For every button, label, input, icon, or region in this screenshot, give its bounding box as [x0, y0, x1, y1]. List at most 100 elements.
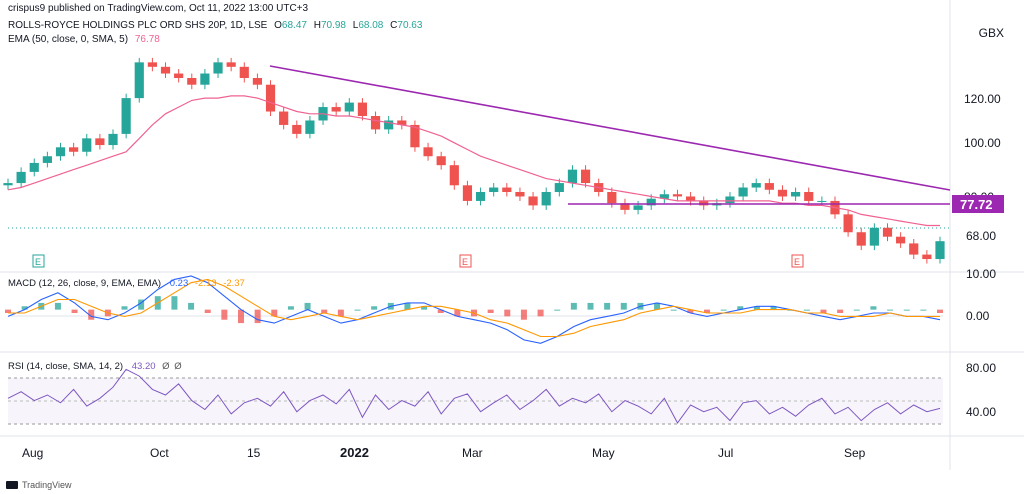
candle [489, 187, 499, 192]
candle [462, 185, 473, 201]
macd-hist-bar [570, 302, 577, 310]
macd-hist-bar [171, 296, 178, 310]
candle [856, 232, 866, 246]
macd-y-tick: 0.00 [966, 309, 990, 323]
rsi-title: RSI (14, close, SMA, 14, 2) 43.20 Ø Ø [8, 361, 182, 372]
svg-text:E: E [462, 257, 468, 267]
candle [804, 192, 814, 201]
pane-separators [0, 0, 1024, 470]
candle [738, 187, 748, 197]
candle [200, 73, 210, 85]
macd-hist-bar [604, 302, 611, 310]
macd-hist-bar [870, 306, 877, 310]
candle [344, 102, 354, 112]
ema-legend: EMA (50, close, 0, SMA, 5) 76.78 [8, 34, 160, 46]
macd-hist-bar [5, 309, 11, 313]
macd-hist-bar [271, 309, 278, 317]
macd-hist-bar [587, 302, 594, 310]
macd-hist-bar [121, 306, 128, 310]
earnings-marker[interactable]: E [459, 254, 472, 268]
candle [174, 73, 184, 78]
candle [55, 147, 66, 157]
y-tick: 100.00 [964, 136, 1001, 150]
candle [160, 66, 171, 74]
candle [777, 189, 788, 197]
candle [42, 156, 52, 163]
candle [265, 84, 276, 112]
macd-hist-bar [687, 309, 694, 313]
macd-hist-bar [554, 309, 561, 311]
candle [896, 236, 906, 244]
macd-hist-bar [803, 309, 810, 311]
tradingview-logo-icon [6, 481, 18, 489]
macd-hist-bar [504, 309, 511, 317]
axis-unit: GBX [978, 26, 1004, 40]
macd-hist-bar [820, 309, 827, 313]
macd-hist-bar [487, 309, 494, 313]
signal-line [8, 278, 940, 338]
y-tick: 120.00 [964, 92, 1001, 106]
earnings-marker[interactable]: E [791, 254, 804, 268]
macd-hist-bar [354, 309, 361, 311]
macd-hist-bar [287, 306, 294, 310]
candle [502, 187, 512, 192]
macd-hist-bar [654, 302, 661, 310]
candle [187, 78, 197, 85]
macd-line [7, 275, 941, 344]
candle [922, 254, 932, 260]
ema-label: EMA (50, close, 0, SMA, 5) [8, 34, 129, 45]
candle [646, 198, 656, 206]
macd-hist-bar [937, 309, 943, 313]
candle [449, 165, 459, 186]
macd-hist-bar [620, 302, 627, 310]
price-label-box [952, 195, 1004, 213]
macd-title: MACD (12, 26, close, 9, EMA, EMA) 0.23 -… [8, 278, 245, 289]
high-label: H [313, 20, 321, 31]
candle [817, 200, 827, 202]
candle [213, 62, 223, 74]
macd-hist-bar [704, 309, 710, 313]
macd-hist-bar [737, 306, 744, 310]
candle [397, 120, 407, 125]
macd-hist-bar [221, 309, 228, 320]
candle [121, 98, 131, 134]
macd-hist-bar [321, 309, 328, 313]
rsi-y-tick: 40.00 [966, 405, 996, 419]
ema-value: 76.78 [134, 34, 160, 45]
macd-hist-bar [71, 309, 78, 313]
candle [95, 138, 105, 146]
candle [843, 214, 853, 233]
candle [567, 169, 578, 184]
x-tick: Mar [462, 446, 483, 460]
macd-hist-bar [337, 309, 344, 317]
macd-hist-bar [138, 299, 145, 310]
candle [725, 196, 735, 204]
macd-hist-bar [920, 309, 927, 311]
candle [370, 116, 381, 130]
macd-hist-bar [537, 309, 544, 317]
candle [764, 183, 774, 190]
x-tick: 2022 [340, 445, 369, 460]
macd-hist-bar [421, 306, 428, 310]
candle [620, 203, 630, 210]
candle [410, 124, 420, 148]
candle [869, 227, 879, 246]
macd-hist-bar [88, 309, 95, 320]
candle [305, 120, 315, 134]
macd-hist-bar [54, 302, 61, 310]
candle [580, 169, 591, 184]
symbol-title: ROLLS-ROYCE HOLDINGS PLC ORD SHS 20P, 1D… [8, 20, 268, 31]
macd-hist-bar [254, 309, 261, 324]
candle [751, 183, 761, 188]
rsi-y-tick: 80.00 [966, 361, 996, 375]
candle [436, 156, 446, 166]
open-label: O [274, 20, 282, 31]
macd-hist-bar [837, 309, 844, 313]
macd-hist-bar [204, 309, 211, 313]
macd-hist-bar [520, 309, 527, 320]
candle [108, 133, 118, 146]
candle [331, 107, 341, 112]
earnings-marker[interactable]: E [32, 254, 45, 268]
candle [699, 200, 709, 206]
candle [423, 147, 433, 157]
